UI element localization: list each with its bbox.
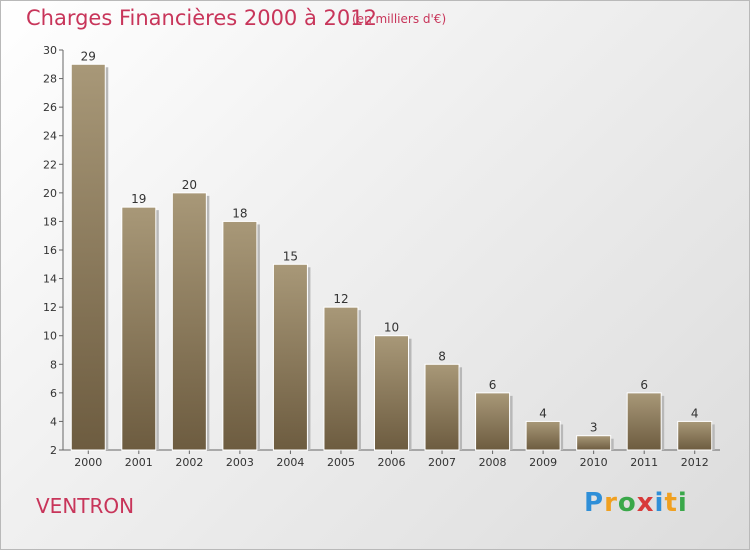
y-tick-label: 18 xyxy=(43,215,57,228)
x-tick-label: 2007 xyxy=(428,456,456,469)
y-tick-label: 24 xyxy=(43,130,57,143)
chart-subtitle: (en milliers d'€) xyxy=(352,12,447,26)
logo-letter: x xyxy=(636,488,655,518)
data-label: 19 xyxy=(131,192,146,206)
y-tick-label: 16 xyxy=(43,244,57,257)
data-label: 10 xyxy=(384,321,399,335)
x-tick-label: 2006 xyxy=(378,456,406,469)
y-tick-label: 20 xyxy=(43,187,57,200)
x-tick-label: 2010 xyxy=(580,456,608,469)
data-label: 12 xyxy=(333,292,348,306)
y-tick-label: 22 xyxy=(43,158,57,171)
bar xyxy=(525,420,561,451)
y-tick-label: 6 xyxy=(50,387,57,400)
y-tick-label: 28 xyxy=(43,73,57,86)
x-tick-label: 2003 xyxy=(226,456,254,469)
data-label: 18 xyxy=(232,206,247,220)
logo-letter: o xyxy=(617,488,637,518)
logo-letter: i xyxy=(654,488,665,518)
logo-letter: P xyxy=(584,488,605,518)
y-tick-label: 14 xyxy=(43,273,57,286)
bar xyxy=(222,220,258,451)
y-tick-label: 10 xyxy=(43,330,57,343)
x-tick-label: 2009 xyxy=(529,456,557,469)
y-tick-label: 26 xyxy=(43,101,57,114)
proxiti-logo: Proxiti xyxy=(584,488,688,518)
data-label: 4 xyxy=(539,406,547,420)
x-tick-label: 2002 xyxy=(175,456,203,469)
y-tick-label: 12 xyxy=(43,301,57,314)
bar xyxy=(475,392,511,451)
x-tick-label: 2004 xyxy=(276,456,304,469)
data-label: 6 xyxy=(489,378,497,392)
x-tick-label: 2000 xyxy=(74,456,102,469)
chart-title: Charges Financières 2000 à 2012 xyxy=(26,6,377,30)
y-tick-label: 4 xyxy=(50,415,57,428)
data-label: 8 xyxy=(438,349,446,363)
x-tick-label: 2011 xyxy=(630,456,658,469)
place-name: VENTRON xyxy=(36,494,135,518)
data-label: 29 xyxy=(81,49,96,63)
data-label: 4 xyxy=(691,406,699,420)
data-label: 15 xyxy=(283,249,298,263)
bar xyxy=(424,363,460,451)
bar xyxy=(70,63,106,451)
y-tick-label: 30 xyxy=(43,44,57,57)
y-tick-label: 8 xyxy=(50,358,57,371)
y-tick-label: 2 xyxy=(50,444,57,457)
logo-letter: i xyxy=(677,488,688,518)
x-tick-label: 2008 xyxy=(479,456,507,469)
bar xyxy=(171,192,207,451)
x-tick-label: 2001 xyxy=(125,456,153,469)
data-label: 20 xyxy=(182,178,197,192)
bar xyxy=(323,306,359,451)
bar xyxy=(576,435,612,451)
logo-letter: t xyxy=(664,488,678,518)
bar xyxy=(272,263,308,451)
x-tick-label: 2012 xyxy=(681,456,709,469)
x-tick-label: 2005 xyxy=(327,456,355,469)
bar xyxy=(626,392,662,451)
bar xyxy=(677,420,713,451)
bar xyxy=(374,335,409,451)
data-label: 3 xyxy=(590,421,598,435)
bar xyxy=(121,206,157,451)
logo-letter: r xyxy=(604,488,618,518)
data-label: 6 xyxy=(640,378,648,392)
